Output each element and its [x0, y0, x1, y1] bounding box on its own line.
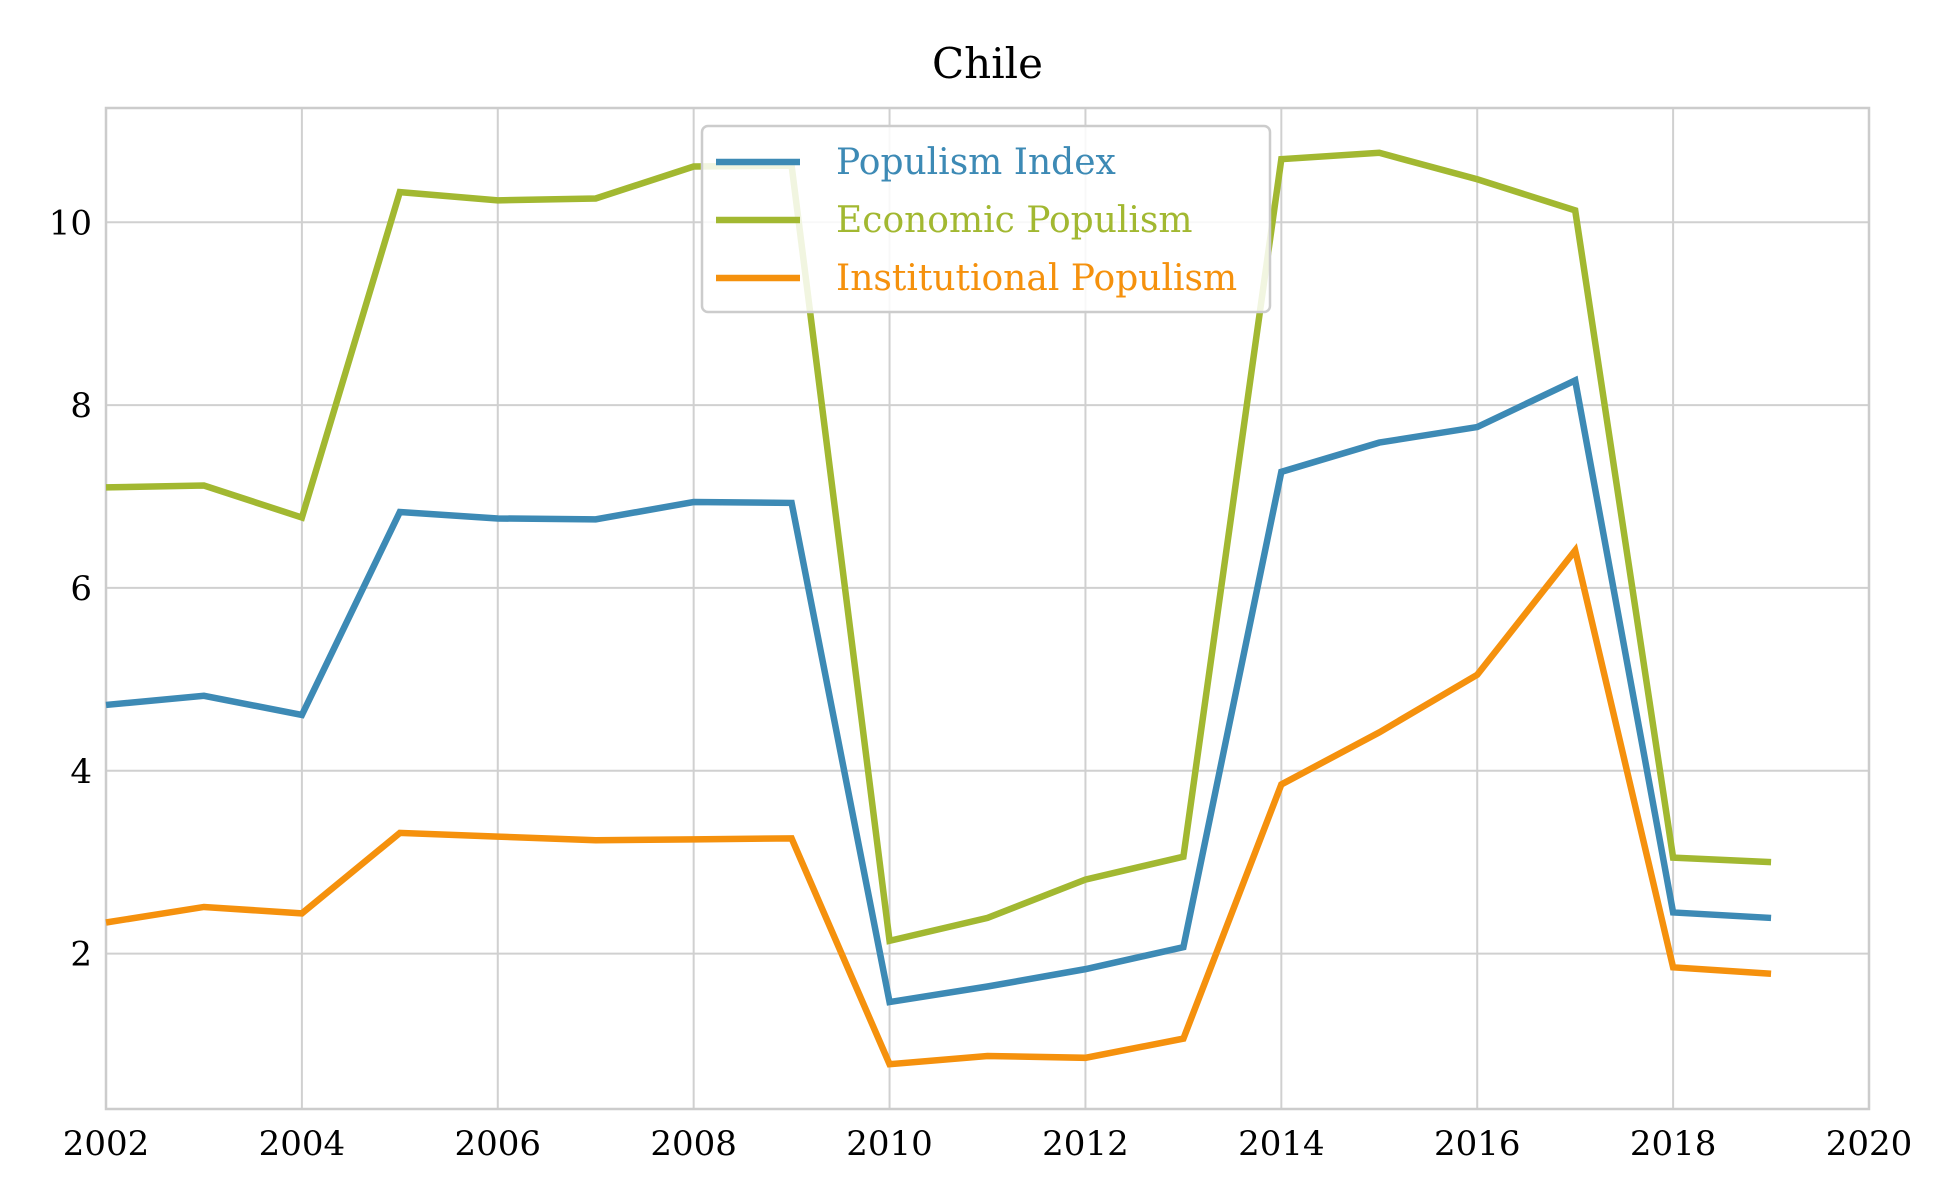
- legend-box: [700, 124, 1272, 314]
- x-tick-label-2010: 2010: [846, 1124, 933, 1164]
- y-tick-label-4: 4: [70, 752, 92, 792]
- series-line-economic-populism: [105, 149, 1772, 945]
- x-tick-label-2008: 2008: [650, 1124, 737, 1164]
- y-tick-label-10: 10: [49, 203, 92, 243]
- x-tick-label-2014: 2014: [1238, 1124, 1325, 1164]
- y-tick-label-6: 6: [70, 569, 92, 609]
- x-tick-label-2002: 2002: [63, 1124, 150, 1164]
- plot-area-frame: [104, 106, 1871, 1111]
- y-tick-label-8: 8: [70, 386, 92, 426]
- legend-label-populism-index: Populism Index: [836, 142, 1116, 183]
- y-axis-tick-labels: 2 4 6 8 10: [49, 203, 92, 974]
- x-tick-label-2016: 2016: [1434, 1124, 1521, 1164]
- x-tick-label-2020: 2020: [1826, 1124, 1913, 1164]
- legend-label-institutional-populism: Institutional Populism: [836, 258, 1237, 299]
- series-lines: [105, 149, 1772, 1068]
- x-tick-label-2012: 2012: [1042, 1124, 1129, 1164]
- series-line-populism-index: [105, 375, 1772, 1006]
- x-tick-label-2006: 2006: [455, 1124, 542, 1164]
- y-tick-label-2: 2: [70, 935, 92, 975]
- legend-label-economic-populism: Economic Populism: [836, 200, 1193, 241]
- legend: Populism Index Economic Populism Instituti…: [700, 124, 1272, 314]
- x-tick-label-2018: 2018: [1630, 1124, 1717, 1164]
- chart-title: Chile: [932, 39, 1043, 88]
- series-line-institutional-populism: [105, 543, 1772, 1068]
- x-tick-label-2004: 2004: [259, 1124, 346, 1164]
- x-axis-tick-labels: 2002 2004 2006 2008 2010 2012 2014 2016 2018 2020: [63, 1124, 1913, 1164]
